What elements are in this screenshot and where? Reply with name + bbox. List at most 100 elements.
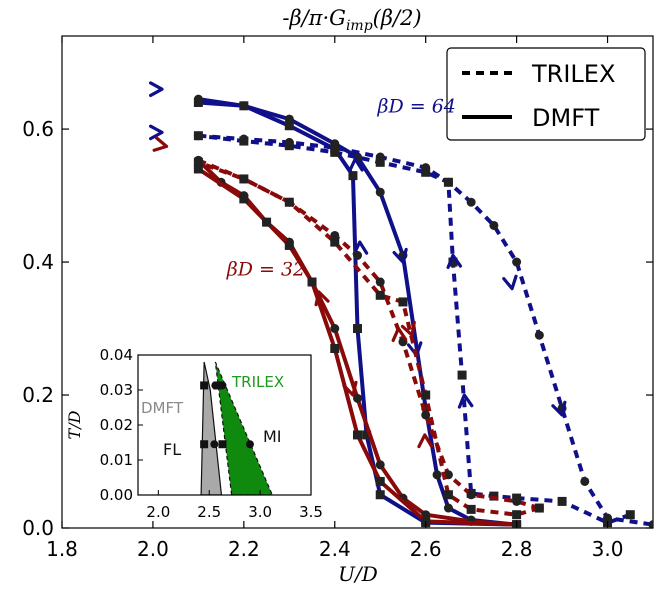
data-point (239, 174, 249, 184)
main-axis-ticks: 1.8 2.0 2.2 2.4 2.6 2.8 3.0 0.0 0.2 0.4 0.6 (22, 36, 653, 561)
data-point (239, 136, 249, 146)
data-point (239, 194, 249, 204)
sweep-start-arrow (152, 136, 169, 152)
y-tick-label: 0.4 (22, 250, 54, 274)
inset-point (213, 381, 222, 390)
data-point (239, 101, 249, 111)
data-point (432, 470, 442, 480)
x-tick-label: 2.2 (228, 537, 260, 561)
inset-label-mi: MI (263, 427, 282, 446)
legend: TRILEX DMFT (446, 47, 646, 141)
data-point (512, 510, 522, 520)
inset-x-tick-label: 3.5 (299, 503, 323, 521)
data-point (580, 476, 590, 486)
sweep-start-arrow (149, 81, 164, 98)
inset-point (218, 440, 227, 449)
data-point (375, 460, 385, 470)
x-tick-label: 1.8 (46, 537, 78, 561)
x-tick-label: 2.0 (137, 537, 169, 561)
annotation-beta64: βD = 64 (377, 95, 456, 117)
data-point (489, 220, 499, 230)
direction-arrow (392, 247, 408, 264)
direction-arrow (352, 240, 369, 256)
x-tick-label: 3.0 (592, 537, 624, 561)
series-line-6 (197, 158, 540, 510)
sweep-start-arrow (149, 124, 164, 141)
inset-x-tick-label: 2.5 (197, 503, 221, 521)
data-point (534, 503, 544, 513)
inset-y-axis-label: T/D (65, 410, 84, 439)
data-point (307, 277, 317, 287)
data-point (362, 430, 372, 440)
data-point (193, 157, 203, 167)
data-point (398, 297, 408, 307)
data-point (193, 164, 203, 174)
direction-arrow (348, 157, 364, 173)
inset-point (200, 381, 209, 390)
data-point (284, 141, 294, 151)
legend-label-trilex: TRILEX (531, 60, 615, 88)
data-point (353, 250, 362, 260)
inset-plot-area (200, 361, 273, 495)
inset-region-0 (200, 361, 223, 495)
x-tick-label: 2.6 (410, 537, 442, 561)
data-point (443, 503, 453, 513)
inset-point (245, 440, 254, 449)
data-point (443, 177, 453, 187)
chart-title-main: -β/π·G (282, 6, 346, 30)
inset-x-tick-label: 2.0 (146, 503, 170, 521)
data-point (193, 97, 203, 107)
data-point (375, 157, 385, 167)
data-point (421, 390, 431, 400)
series-line-5 (197, 167, 517, 527)
chart-title-subscript: imp (346, 18, 373, 34)
data-point (534, 330, 544, 340)
direction-arrow (314, 290, 330, 307)
annotation-beta32: βD = 32 (226, 258, 305, 280)
data-point (348, 171, 358, 181)
direction-arrow (446, 253, 463, 270)
data-point (284, 121, 294, 131)
direction-arrow (502, 274, 518, 291)
data-point (375, 476, 385, 486)
data-point (448, 257, 458, 267)
y-tick-label: 0.0 (22, 516, 54, 540)
data-point (375, 290, 385, 300)
inset-label-dmft: DMFT (141, 399, 184, 417)
y-tick-label: 0.2 (22, 383, 54, 407)
inset-y-tick-label: 0.00 (100, 486, 133, 504)
direction-arrow (457, 393, 474, 409)
data-point (375, 490, 385, 500)
direction-arrow (400, 320, 416, 337)
main-plot-frame (61, 35, 654, 529)
data-point (421, 410, 431, 420)
data-point (330, 343, 340, 353)
data-point (421, 167, 431, 177)
data-point (557, 496, 567, 506)
data-point (648, 520, 653, 528)
data-point (466, 504, 476, 514)
inset-axis-ticks: 2.0 2.5 3.0 3.5 0.00 0.01 0.02 0.03 0.04 (100, 346, 323, 521)
data-point (375, 277, 385, 287)
inset-label-fl: FL (163, 440, 181, 459)
data-point (353, 430, 362, 440)
data-point (512, 257, 522, 267)
inset-x-tick-label: 3.0 (248, 503, 272, 521)
data-point (262, 217, 272, 227)
x-tick-label: 2.4 (319, 537, 351, 561)
inset-point (218, 381, 227, 390)
data-point (375, 187, 385, 197)
data-point (512, 496, 522, 506)
data-point (284, 197, 294, 207)
data-point (353, 324, 362, 334)
data-point (330, 324, 340, 334)
data-point (193, 131, 203, 141)
inset-phase-diagram: 2.0 2.5 3.0 3.5 0.00 0.01 0.02 0.03 0.04 T/D TRI… (65, 346, 323, 521)
inset-region-1 (214, 361, 273, 495)
data-point (330, 147, 340, 157)
data-point (466, 197, 476, 207)
x-axis-label: U/D (338, 562, 378, 586)
chart-title: -β/π·Gimp(β/2) (282, 6, 421, 34)
main-plot-area (149, 81, 653, 528)
inset-y-tick-label: 0.03 (100, 381, 133, 399)
